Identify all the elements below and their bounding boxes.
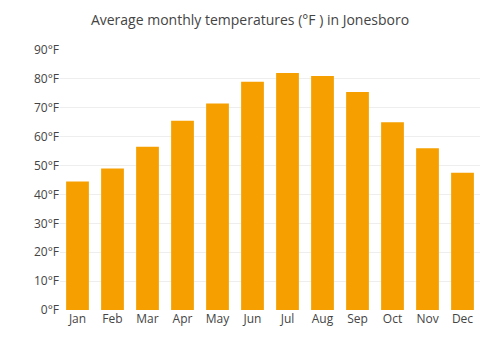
svg-text:50°F: 50°F: [34, 157, 59, 174]
svg-text:Feb: Feb: [102, 310, 122, 327]
svg-text:40°F: 40°F: [34, 186, 59, 203]
svg-text:Mar: Mar: [136, 310, 158, 327]
svg-text:30°F: 30°F: [34, 215, 59, 232]
svg-text:70°F: 70°F: [34, 99, 59, 116]
svg-text:Nov: Nov: [416, 310, 438, 327]
svg-text:Jun: Jun: [243, 310, 262, 327]
svg-text:Jan: Jan: [68, 310, 86, 327]
svg-text:Aug: Aug: [312, 310, 334, 327]
svg-text:20°F: 20°F: [34, 243, 59, 260]
svg-text:May: May: [206, 310, 230, 327]
svg-text:Sep: Sep: [347, 310, 368, 327]
svg-text:Average monthly temperatures (: Average monthly temperatures (°F ) in Jo…: [91, 10, 409, 29]
svg-text:Oct: Oct: [383, 310, 402, 327]
svg-text:0°F: 0°F: [41, 301, 59, 318]
svg-text:60°F: 60°F: [34, 128, 59, 145]
svg-text:Apr: Apr: [173, 310, 193, 327]
svg-text:90°F: 90°F: [34, 41, 59, 58]
svg-text:Dec: Dec: [452, 310, 473, 327]
svg-text:10°F: 10°F: [34, 272, 59, 289]
svg-text:80°F: 80°F: [34, 70, 59, 87]
svg-text:Jul: Jul: [280, 310, 295, 327]
